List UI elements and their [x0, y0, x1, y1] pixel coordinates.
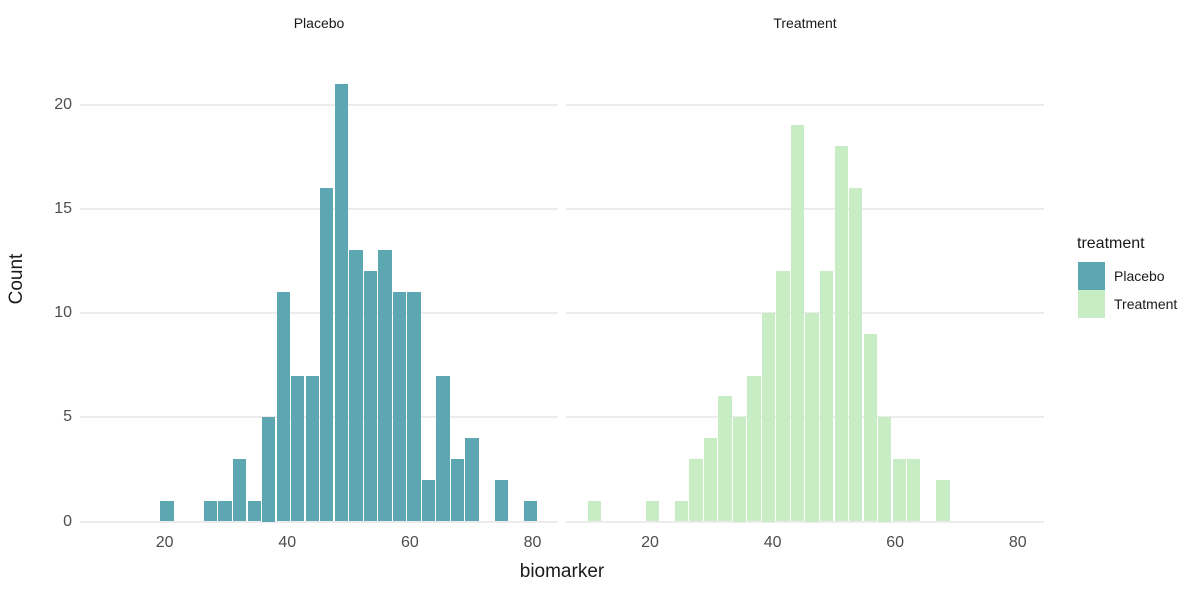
histogram-bar	[892, 458, 906, 522]
histogram-bar	[305, 375, 319, 522]
histogram-bar	[674, 500, 689, 522]
histogram-bar	[450, 458, 465, 522]
gridline	[80, 520, 558, 523]
gridline	[566, 207, 1044, 210]
x-tick-label: 40	[278, 534, 297, 551]
y-tick-label: 0	[63, 512, 72, 530]
y-tick-label: 10	[54, 304, 72, 321]
histogram-bar	[718, 396, 732, 522]
histogram-bar	[378, 250, 392, 522]
histogram-bar	[849, 187, 863, 522]
histogram-bar	[363, 271, 378, 522]
histogram-bar	[805, 313, 819, 522]
histogram-bar	[160, 500, 174, 522]
histogram-bar	[494, 479, 508, 522]
legend-label-treatment: Treatment	[1114, 296, 1178, 312]
histogram-bar	[907, 458, 921, 522]
histogram-bar	[421, 479, 436, 522]
x-tick-label: 20	[155, 534, 174, 551]
x-tick-label: 60	[886, 534, 905, 551]
histogram-bar	[790, 125, 805, 522]
histogram-bar	[247, 500, 261, 522]
histogram-bar	[820, 271, 834, 522]
histogram-bar	[276, 292, 290, 522]
x-tick-label: 60	[400, 534, 419, 551]
histogram-bar	[936, 479, 950, 522]
legend-swatch-treatment	[1078, 290, 1105, 318]
gridline	[566, 520, 1044, 523]
x-tick-label: 20	[641, 534, 659, 551]
legend-entry-placebo: Placebo	[1077, 262, 1197, 290]
histogram-bar	[392, 292, 407, 522]
histogram-bar	[776, 271, 790, 522]
histogram-bar	[407, 292, 421, 522]
histogram-bar	[645, 500, 659, 522]
histogram-bar	[320, 187, 334, 522]
histogram-bar	[203, 500, 218, 522]
y-tick-label: 15	[54, 199, 72, 217]
gridline	[80, 312, 558, 314]
histogram-bar	[587, 500, 601, 522]
facet-title-placebo: Placebo	[293, 15, 345, 31]
histogram-bar	[436, 375, 450, 522]
histogram-bar	[334, 83, 348, 522]
histogram-bar	[523, 500, 537, 522]
histogram-bar	[218, 500, 232, 522]
histogram-bar	[747, 375, 761, 522]
histogram-bar	[233, 458, 247, 522]
histogram-bar	[465, 438, 479, 522]
y-tick-label: 20	[54, 95, 72, 113]
gridline	[80, 416, 558, 419]
histogram-bar	[732, 417, 747, 522]
gridline	[566, 103, 1044, 106]
x-axis-title: biomarker	[519, 561, 605, 582]
histogram-bar	[863, 333, 877, 522]
y-tick-label: 5	[63, 408, 72, 426]
histogram-bar	[689, 458, 703, 522]
legend-swatch-placebo	[1078, 262, 1105, 290]
legend-label-placebo: Placebo	[1114, 268, 1165, 284]
gridline	[566, 312, 1044, 314]
y-axis-title: Count	[6, 253, 27, 305]
legend-title: treatment	[1077, 235, 1145, 252]
facet-title-treatment: Treatment	[773, 15, 837, 31]
legend: treatment Placebo Treatment	[1077, 235, 1197, 318]
gridline	[80, 103, 558, 106]
x-tick-label: 80	[1008, 534, 1027, 551]
x-tick-label: 40	[763, 534, 782, 551]
gridline	[566, 416, 1044, 419]
histogram-bar	[703, 438, 718, 522]
histogram-bar	[834, 146, 848, 522]
histogram-bar	[349, 250, 363, 522]
gridline	[80, 207, 558, 210]
histogram-bar	[878, 417, 892, 522]
histogram-bar	[291, 375, 305, 522]
legend-entry-treatment: Treatment	[1077, 290, 1197, 318]
histogram-bar	[262, 417, 276, 522]
x-tick-label: 80	[523, 534, 542, 551]
histogram-bar	[761, 313, 776, 522]
